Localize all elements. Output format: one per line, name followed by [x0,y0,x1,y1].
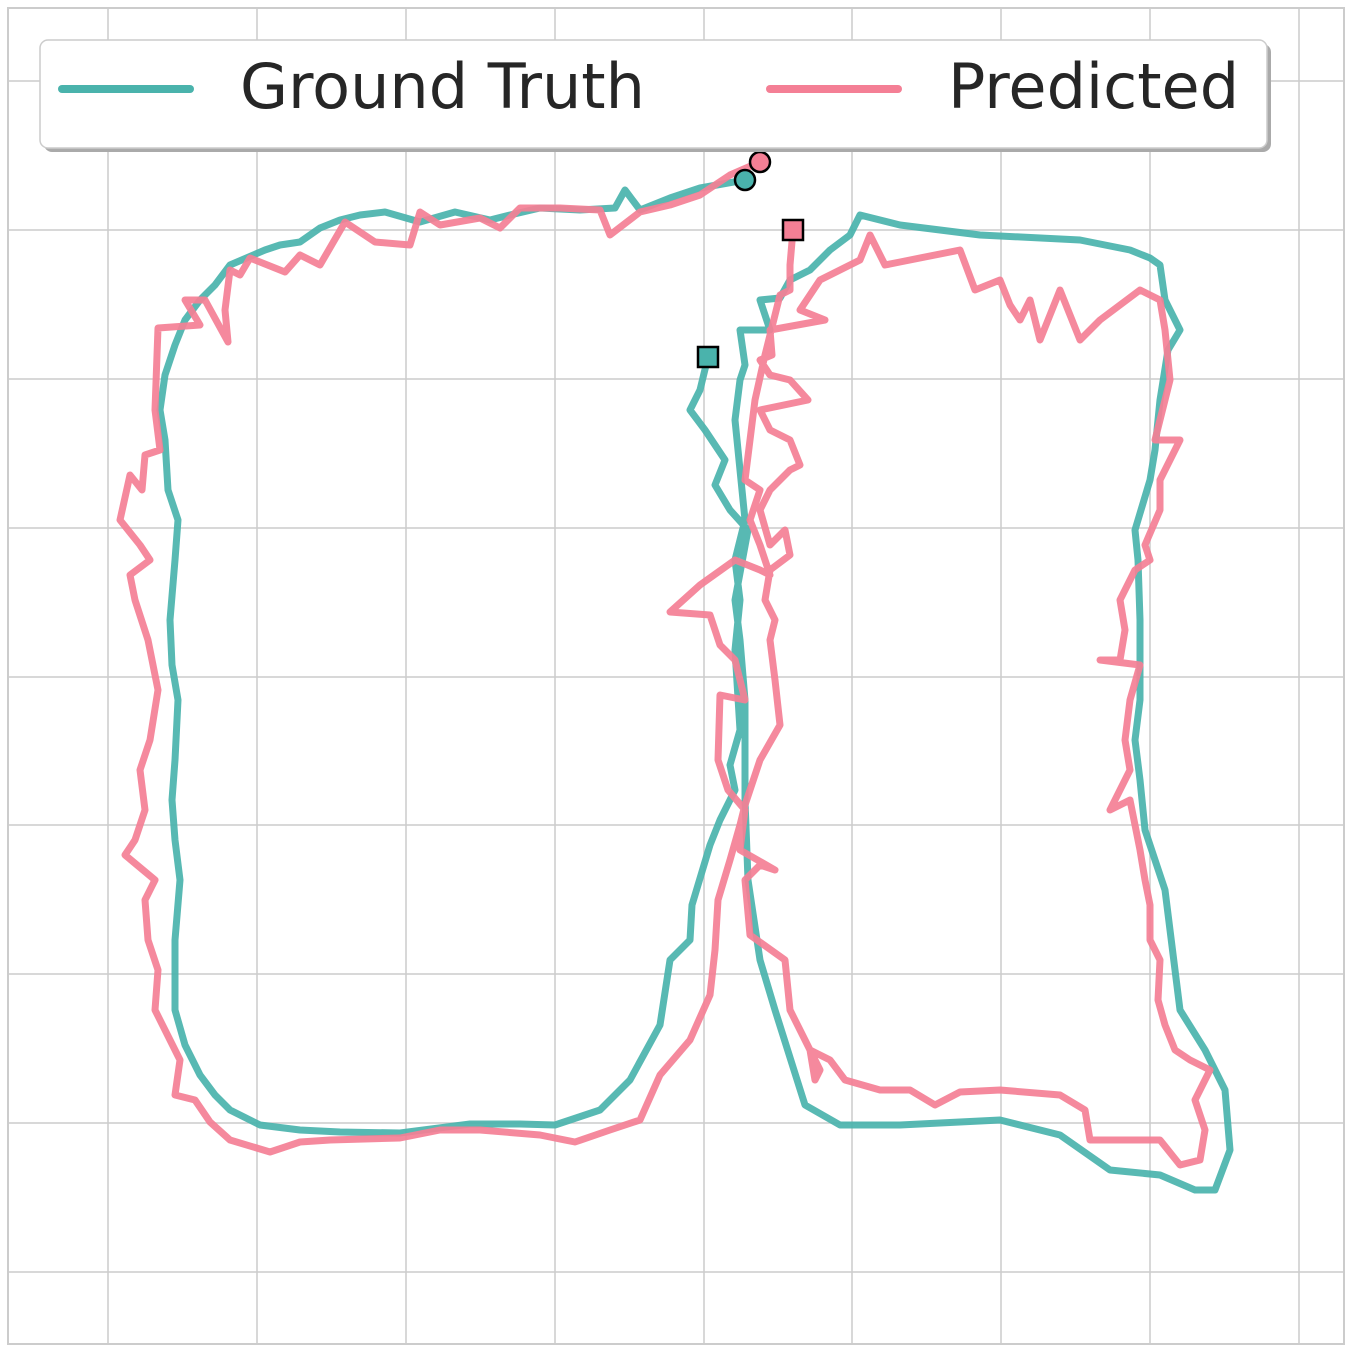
end-marker [781,218,805,242]
legend-box [39,39,1268,149]
start-marker [733,168,757,192]
legend: Ground Truth Predicted [39,39,1271,152]
plot-frame [7,7,1345,1345]
lines [116,150,1234,1194]
trajectory-line [116,158,1214,1169]
start-marker [748,150,772,174]
legend-label: Ground Truth [240,50,645,123]
legend-label: Predicted [948,50,1239,123]
grid [8,8,1344,1344]
trajectory-line [156,176,1234,1194]
end-marker [696,345,720,369]
